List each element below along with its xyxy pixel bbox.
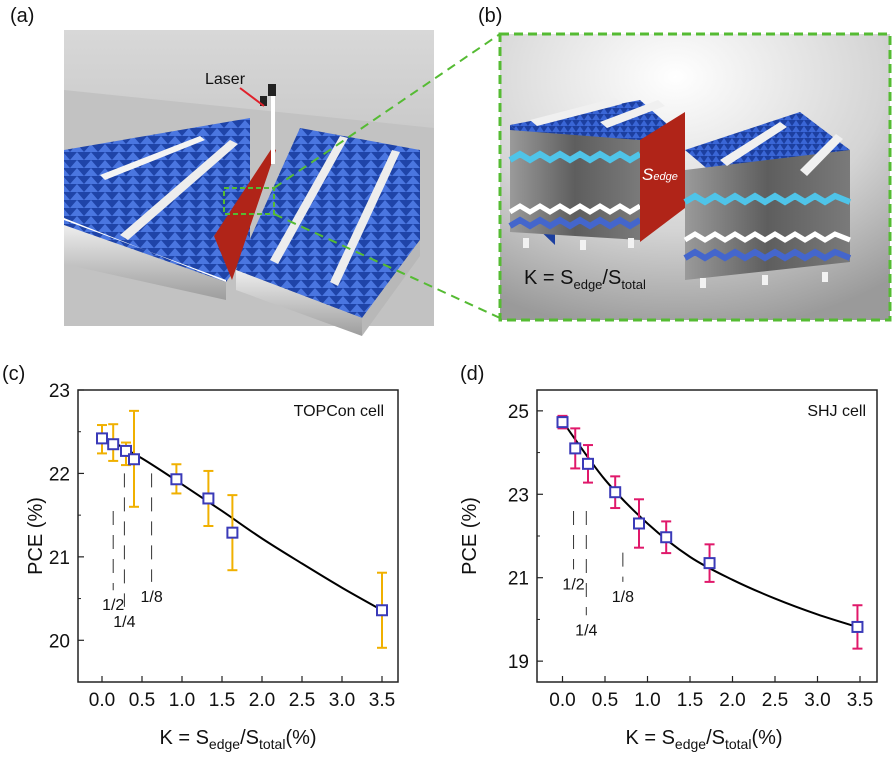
laser-label: Laser (205, 71, 246, 88)
data-point (633, 517, 645, 530)
data-point (170, 473, 183, 486)
laser-beam (271, 92, 275, 164)
left-wafer-top (64, 118, 250, 282)
y-tick-label: 19 (508, 652, 529, 673)
data-point (128, 453, 140, 466)
panel-label-b: (b) (478, 5, 502, 27)
busbar (270, 136, 348, 264)
data-point (851, 620, 864, 633)
fraction-label: 1/8 (612, 589, 634, 606)
y-tick-label: 23 (49, 381, 70, 402)
y-tick-label: 25 (508, 402, 529, 423)
y-tick-label: 23 (508, 485, 529, 506)
x-tick-label: 1.5 (677, 690, 703, 711)
left-wafer-side (64, 225, 226, 300)
busbar (330, 150, 400, 286)
data-point (226, 526, 239, 539)
x-tick-label: 3.5 (369, 690, 395, 711)
chart-c-frame (77, 389, 399, 683)
x-tick-label: 0.5 (129, 690, 155, 711)
busbar (530, 98, 622, 126)
y-tick-label: 20 (49, 631, 70, 652)
chart-d-title: SHJ cell (807, 403, 866, 420)
k-formula: K = Sedge/Stotal (524, 267, 646, 292)
data-point (107, 438, 120, 451)
y-tick-label: 21 (508, 569, 529, 590)
illustration-a: Laser (64, 30, 434, 336)
x-tick-label: 1.0 (169, 690, 195, 711)
data-point (376, 604, 388, 617)
x-tick-label: 3.5 (847, 690, 873, 711)
fraction-label: 1/8 (140, 589, 162, 606)
data-point (569, 442, 582, 455)
laser-head-icon (268, 84, 276, 96)
busbar (600, 100, 665, 128)
fraction-label: 1/2 (562, 576, 584, 593)
busbar (720, 122, 787, 166)
x-tick-label: 3.0 (804, 690, 830, 711)
data-point (609, 486, 622, 499)
x-tick-label: 0.5 (592, 690, 618, 711)
right-wafer-side (236, 270, 362, 336)
edge-face (640, 112, 685, 242)
fraction-label: 1/4 (575, 622, 597, 639)
x-tick-label: 0.0 (549, 690, 575, 711)
panel-label-a: (a) (10, 5, 34, 27)
data-point (660, 531, 673, 544)
x-tick-label: 2.0 (719, 690, 745, 711)
x-tick-label: 1.0 (634, 690, 660, 711)
data-point (96, 432, 108, 445)
right-wafer-top (236, 128, 420, 318)
data-point (703, 557, 716, 570)
chart-c-title: TOPCon cell (294, 403, 384, 420)
fraction-label: 1/2 (102, 597, 124, 614)
chart-c-xlabel: K = Sedge/Stotal(%) (159, 727, 316, 752)
x-tick-label: 2.5 (289, 690, 315, 711)
edge-label: Sedge (642, 165, 678, 184)
chart-topcon: PCE (%) K = Sedge/Stotal(%) TOPCon cell … (25, 381, 399, 752)
x-tick-label: 0.0 (89, 690, 115, 711)
right-block-body (685, 150, 850, 280)
y-tick-label: 22 (49, 464, 70, 485)
data-point (556, 416, 569, 429)
fit-curve (561, 420, 861, 629)
chart-d-ylabel: PCE (%) (459, 497, 481, 575)
fraction-label: 1/4 (113, 614, 135, 631)
zoom-connector (273, 213, 501, 319)
fit-curve (101, 435, 383, 612)
x-tick-label: 2.5 (762, 690, 788, 711)
data-point (582, 457, 594, 470)
data-point (120, 444, 132, 457)
laser-arrow (239, 87, 265, 107)
chart-c-ylabel: PCE (%) (25, 497, 47, 575)
x-tick-label: 3.0 (329, 690, 355, 711)
busbar (100, 136, 205, 180)
zoom-box (223, 187, 275, 215)
busbar (800, 134, 843, 176)
panel-label-c: (c) (2, 363, 25, 385)
illustration-b: Sedge K = Sedge/Stotal (498, 32, 892, 322)
x-tick-label: 2.0 (249, 690, 275, 711)
y-tick-label: 21 (49, 548, 70, 569)
busbar (120, 140, 238, 240)
x-tick-label: 1.5 (209, 690, 235, 711)
data-point (202, 492, 215, 505)
zoom-connector (273, 33, 501, 189)
chart-shj: PCE (%) K = Sedge/Stotal(%) SHJ cell 0.0… (459, 389, 878, 752)
chart-d-xlabel: K = Sedge/Stotal(%) (625, 727, 782, 752)
panel-label-d: (d) (460, 363, 484, 385)
